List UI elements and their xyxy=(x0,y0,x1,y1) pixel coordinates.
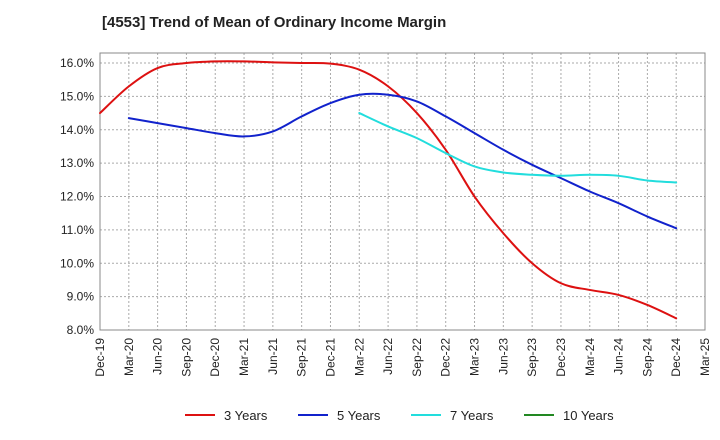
y-tick-label: 12.0% xyxy=(60,190,94,204)
series-lines xyxy=(99,60,678,320)
x-tick-label: Mar-24 xyxy=(583,338,597,376)
x-tick-label: Jun-24 xyxy=(612,338,626,375)
x-tick-label: Mar-22 xyxy=(352,338,366,376)
x-tick-label: Dec-19 xyxy=(93,338,107,377)
x-tick-label: Sep-22 xyxy=(410,338,424,377)
x-tick-label: Dec-21 xyxy=(323,338,337,377)
x-tick-label: Dec-22 xyxy=(439,338,453,377)
x-tick-label: Sep-24 xyxy=(640,338,654,377)
x-tick-label: Jun-20 xyxy=(151,338,165,375)
y-tick-label: 10.0% xyxy=(60,256,94,270)
x-tick-label: Mar-20 xyxy=(122,338,136,376)
x-tick-label: Sep-21 xyxy=(295,338,309,377)
x-tick-label: Dec-20 xyxy=(208,338,222,377)
x-tick-label: Mar-23 xyxy=(468,338,482,376)
plot-frame xyxy=(99,52,706,331)
legend-label-10-years: 10 Years xyxy=(563,408,614,423)
x-tick-label: Sep-20 xyxy=(179,338,193,377)
legend-label-5-years: 5 Years xyxy=(337,408,381,423)
y-tick-label: 14.0% xyxy=(60,123,94,137)
y-tick-label: 16.0% xyxy=(60,56,94,70)
y-tick-label: 8.0% xyxy=(67,323,95,337)
legend: 3 Years 5 Years 7 Years 10 Years xyxy=(185,408,614,423)
x-tick-label: Sep-23 xyxy=(525,338,539,377)
series-line-7-years xyxy=(358,112,678,184)
x-tick-label: Mar-21 xyxy=(237,338,251,376)
axes xyxy=(99,52,706,331)
legend-label-7-years: 7 Years xyxy=(450,408,494,423)
y-tick-label: 15.0% xyxy=(60,89,94,103)
y-tick-label: 11.0% xyxy=(61,223,94,237)
x-tick-label: Mar-25 xyxy=(698,338,712,376)
y-tick-label: 13.0% xyxy=(60,156,94,170)
chart-title: [4553] Trend of Mean of Ordinary Income … xyxy=(102,14,447,31)
x-tick-label: Jun-22 xyxy=(381,338,395,375)
series-line-5-years xyxy=(127,92,678,230)
x-tick-label: Jun-23 xyxy=(496,338,510,375)
x-tick-label: Jun-21 xyxy=(266,338,280,375)
series-line-3-years xyxy=(99,60,678,320)
x-tick-label: Dec-24 xyxy=(669,338,683,377)
grid-lines xyxy=(100,53,705,330)
y-tick-label: 9.0% xyxy=(67,290,95,304)
tick-labels: Dec-19 Mar-20 Jun-20 Sep-20 Dec-20 Mar-21 Jun-… xyxy=(60,56,712,377)
x-tick-label: Dec-23 xyxy=(554,338,568,377)
legend-label-3-years: 3 Years xyxy=(224,408,268,423)
